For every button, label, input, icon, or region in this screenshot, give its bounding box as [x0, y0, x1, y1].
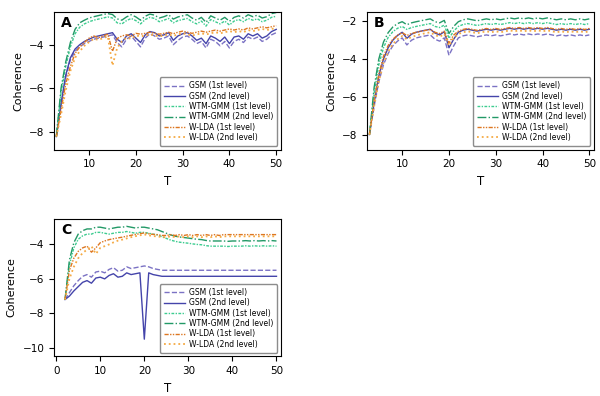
X-axis label: T: T	[164, 175, 171, 188]
Y-axis label: Coherence: Coherence	[13, 51, 23, 111]
Text: B: B	[374, 16, 385, 30]
Legend: GSM (1st level), GSM (2nd level), WTM-GMM (1st level), WTM-GMM (2nd level), W-LD: GSM (1st level), GSM (2nd level), WTM-GM…	[160, 77, 277, 146]
Text: A: A	[61, 16, 71, 30]
X-axis label: T: T	[477, 175, 484, 188]
Legend: GSM (1st level), GSM (2nd level), WTM-GMM (1st level), WTM-GMM (2nd level), W-LD: GSM (1st level), GSM (2nd level), WTM-GM…	[473, 77, 590, 146]
Y-axis label: Coherence: Coherence	[7, 257, 17, 318]
Y-axis label: Coherence: Coherence	[326, 51, 337, 111]
Text: C: C	[61, 223, 71, 237]
X-axis label: T: T	[164, 382, 171, 395]
Legend: GSM (1st level), GSM (2nd level), WTM-GMM (1st level), WTM-GMM (2nd level), W-LD: GSM (1st level), GSM (2nd level), WTM-GM…	[160, 284, 277, 352]
